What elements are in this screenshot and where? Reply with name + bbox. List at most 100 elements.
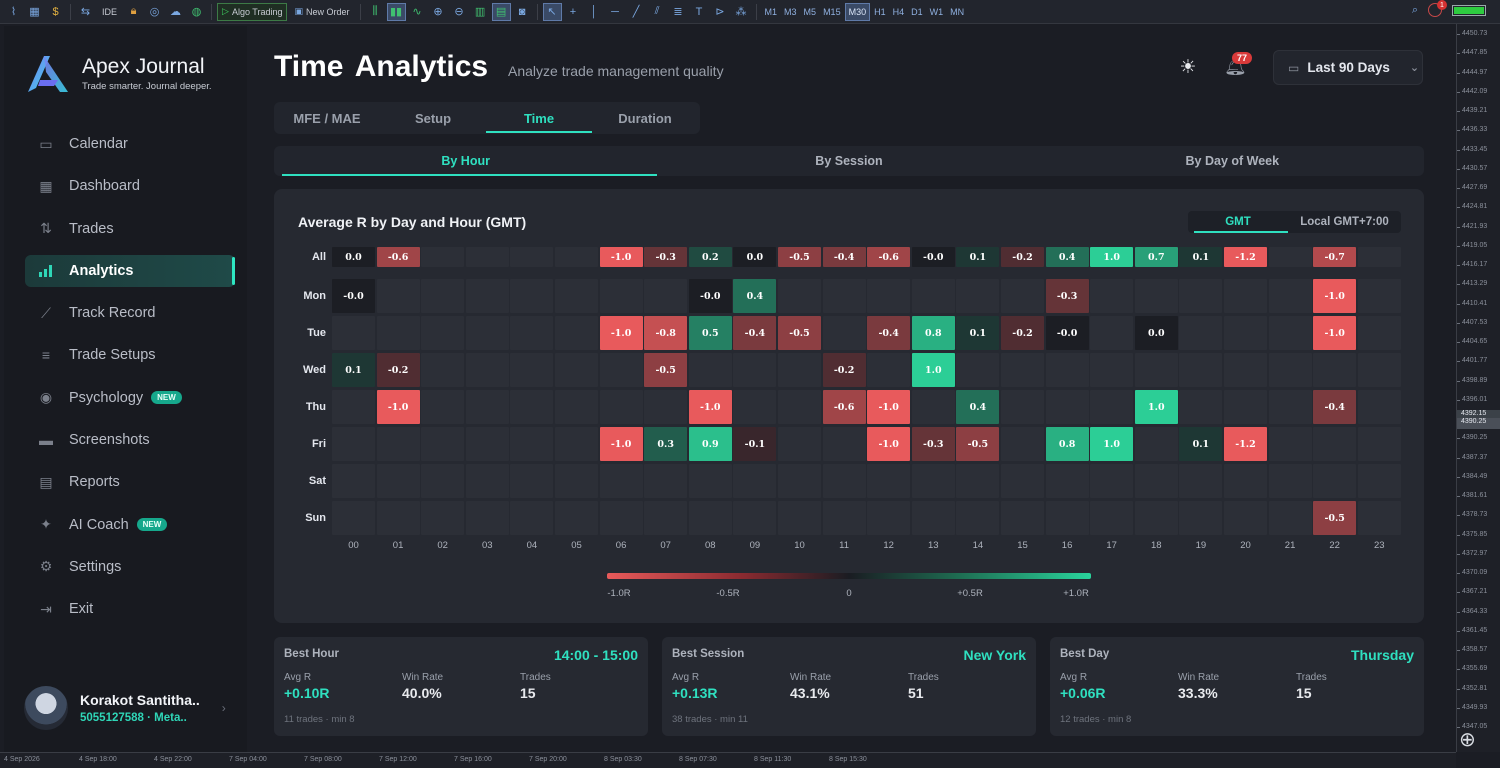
heatmap-cell[interactable] <box>822 427 866 461</box>
heatmap-cell[interactable] <box>599 390 643 424</box>
heatmap-cell[interactable]: -0.8 <box>644 316 688 350</box>
heatmap-cell[interactable]: -0.3 <box>911 427 955 461</box>
heatmap-cell[interactable] <box>465 279 509 313</box>
heatmap-cell[interactable] <box>1268 247 1312 267</box>
heatmap-cell[interactable]: -0.0 <box>332 279 375 313</box>
heatmap-cell[interactable] <box>555 390 598 424</box>
heatmap-cell[interactable]: -0.7 <box>1313 247 1357 267</box>
heatmap-cell[interactable] <box>911 390 955 424</box>
heatmap-cell[interactable] <box>867 464 911 498</box>
heatmap-cell[interactable]: -0.5 <box>778 247 821 267</box>
sidebar-item-track-record[interactable]: ⟋ Track Record <box>25 297 235 329</box>
heatmap-cell[interactable] <box>1357 501 1401 535</box>
vertical-line-icon[interactable]: │ <box>590 5 598 18</box>
heatmap-cell[interactable] <box>733 464 777 498</box>
heatmap-cell[interactable] <box>510 247 554 267</box>
zoom-icon[interactable]: ⊕ <box>1459 729 1476 751</box>
heatmap-cell[interactable] <box>555 427 598 461</box>
shapes-icon[interactable]: ⁂ <box>735 6 747 18</box>
heatmap-cell[interactable] <box>599 353 643 387</box>
heatmap-cell[interactable] <box>465 427 509 461</box>
heatmap-cell[interactable] <box>465 464 509 498</box>
chart-type-icon[interactable]: ⌇ <box>10 6 17 18</box>
heatmap-cell[interactable] <box>778 501 821 535</box>
heatmap-cell[interactable]: 1.0 <box>1134 390 1178 424</box>
heatmap-cell[interactable] <box>1313 427 1357 461</box>
new-order-button[interactable]: ▣ New Order <box>289 3 354 21</box>
heatmap-cell[interactable] <box>1179 501 1223 535</box>
heatmap-cell[interactable] <box>1268 427 1312 461</box>
heatmap-cell[interactable] <box>911 279 955 313</box>
heatmap-cell[interactable] <box>465 316 509 350</box>
heatmap-cell[interactable] <box>599 279 643 313</box>
heatmap-cell[interactable]: 0.8 <box>911 316 955 350</box>
heatmap-cell[interactable] <box>555 501 598 535</box>
heatmap-cell[interactable] <box>1268 353 1312 387</box>
algo-trading-button[interactable]: ▷ Algo Trading <box>217 2 288 21</box>
heatmap-cell[interactable]: 0.7 <box>1134 247 1178 267</box>
heatmap-cell[interactable]: 0.2 <box>688 247 732 267</box>
heatmap-cell[interactable] <box>1045 464 1089 498</box>
timeframe-w1[interactable]: W1 <box>929 6 944 17</box>
heatmap-cell[interactable] <box>1268 316 1312 350</box>
heatmap-cell[interactable] <box>510 390 554 424</box>
timeframe-m15[interactable]: M15 <box>823 6 841 17</box>
zoom-in-icon[interactable]: ⊕ <box>433 6 443 18</box>
sidebar-item-exit[interactable]: ⇥ Exit <box>25 593 235 625</box>
heatmap-cell[interactable] <box>1045 353 1089 387</box>
heatmap-cell[interactable] <box>555 316 598 350</box>
label-icon[interactable]: ⊳ <box>715 6 725 18</box>
heatmap-cell[interactable] <box>510 353 554 387</box>
sidebar-item-trades[interactable]: ⇅ Trades <box>25 213 235 245</box>
timeframe-h1[interactable]: H1 <box>874 6 886 17</box>
heatmap-cell[interactable] <box>376 464 420 498</box>
tz-option[interactable]: Local GMT+7:00 <box>1300 216 1389 228</box>
cloud-icon[interactable]: ☁ <box>170 6 182 18</box>
heatmap-cell[interactable] <box>1357 279 1401 313</box>
subtab-by-day-of-week[interactable]: By Day of Week <box>1185 154 1280 168</box>
new-chart-icon[interactable]: ▦ <box>29 6 40 18</box>
fibo-icon[interactable]: ≣ <box>673 6 683 18</box>
timeframe-d1[interactable]: D1 <box>911 6 923 17</box>
ide-button[interactable]: IDE <box>102 6 118 17</box>
heatmap-cell[interactable]: 0.9 <box>688 427 732 461</box>
heatmap-cell[interactable]: -0.2 <box>1001 247 1044 267</box>
sidebar-item-trade-setups[interactable]: ≡ Trade Setups <box>25 339 235 371</box>
sidebar-item-dashboard[interactable]: ▦ Dashboard <box>25 170 235 202</box>
heatmap-cell[interactable]: 0.1 <box>1179 247 1223 267</box>
heatmap-cell[interactable] <box>1134 353 1178 387</box>
bars-icon[interactable]: ⫼ <box>372 5 378 17</box>
sidebar-item-settings[interactable]: ⚙ Settings <box>25 551 235 583</box>
heatmap-cell[interactable]: -1.0 <box>1313 279 1357 313</box>
timeframe-h4[interactable]: H4 <box>892 6 905 17</box>
heatmap-cell[interactable]: 0.1 <box>956 316 1000 350</box>
heatmap-cell[interactable] <box>1224 353 1267 387</box>
heatmap-cell[interactable] <box>510 279 554 313</box>
heatmap-cell[interactable] <box>822 501 866 535</box>
heatmap-cell[interactable] <box>555 247 598 267</box>
cursor-icon[interactable]: ↖ <box>542 2 562 21</box>
trendline-icon[interactable]: ╱ <box>632 6 640 18</box>
heatmap-cell[interactable] <box>956 353 1000 387</box>
heatmap-cell[interactable]: 1.0 <box>1090 427 1134 461</box>
heatmap-cell[interactable] <box>778 279 821 313</box>
heatmap-cell[interactable] <box>332 501 375 535</box>
heatmap-cell[interactable] <box>1001 501 1044 535</box>
heatmap-cell[interactable] <box>644 464 688 498</box>
sidebar-item-reports[interactable]: ▤ Reports <box>25 466 235 498</box>
heatmap-cell[interactable] <box>421 247 465 267</box>
sidebar-item-calendar[interactable]: ▭ Calendar <box>25 128 235 160</box>
heatmap-cell[interactable]: -0.6 <box>867 247 911 267</box>
heatmap-cell[interactable] <box>421 353 465 387</box>
timeframe-m3[interactable]: M3 <box>784 6 797 17</box>
search-icon[interactable]: ⌕ <box>1411 3 1418 16</box>
heatmap-cell[interactable] <box>332 316 375 350</box>
user-profile[interactable]: Korakot Santitha.. 5055127588 · Meta.. › <box>24 686 226 730</box>
tab-mfe-mae[interactable]: MFE / MAE <box>293 110 361 126</box>
heatmap-cell[interactable]: 0.4 <box>956 390 1000 424</box>
heatmap-cell[interactable] <box>778 427 821 461</box>
sidebar-item-psychology[interactable]: ◉ Psychology NEW <box>25 382 235 414</box>
dollar-icon[interactable]: $ <box>52 5 59 18</box>
heatmap-cell[interactable] <box>421 279 465 313</box>
candles-icon[interactable]: ▮▮ <box>386 2 406 21</box>
